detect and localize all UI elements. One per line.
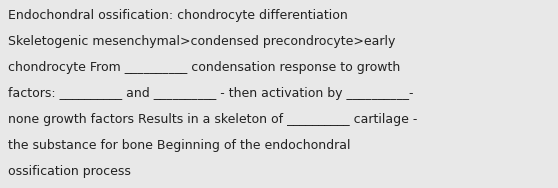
Text: the substance for bone Beginning of the endochondral: the substance for bone Beginning of the … [8,139,351,152]
Text: factors: __________ and __________ - then activation by __________-: factors: __________ and __________ - the… [8,87,414,100]
Text: Endochondral ossification: chondrocyte differentiation: Endochondral ossification: chondrocyte d… [8,9,348,22]
Text: Skeletogenic mesenchymal>condensed precondrocyte>early: Skeletogenic mesenchymal>condensed preco… [8,35,396,48]
Text: ossification process: ossification process [8,165,131,178]
Text: chondrocyte From __________ condensation response to growth: chondrocyte From __________ condensation… [8,61,401,74]
Text: none growth factors Results in a skeleton of __________ cartilage -: none growth factors Results in a skeleto… [8,113,418,126]
